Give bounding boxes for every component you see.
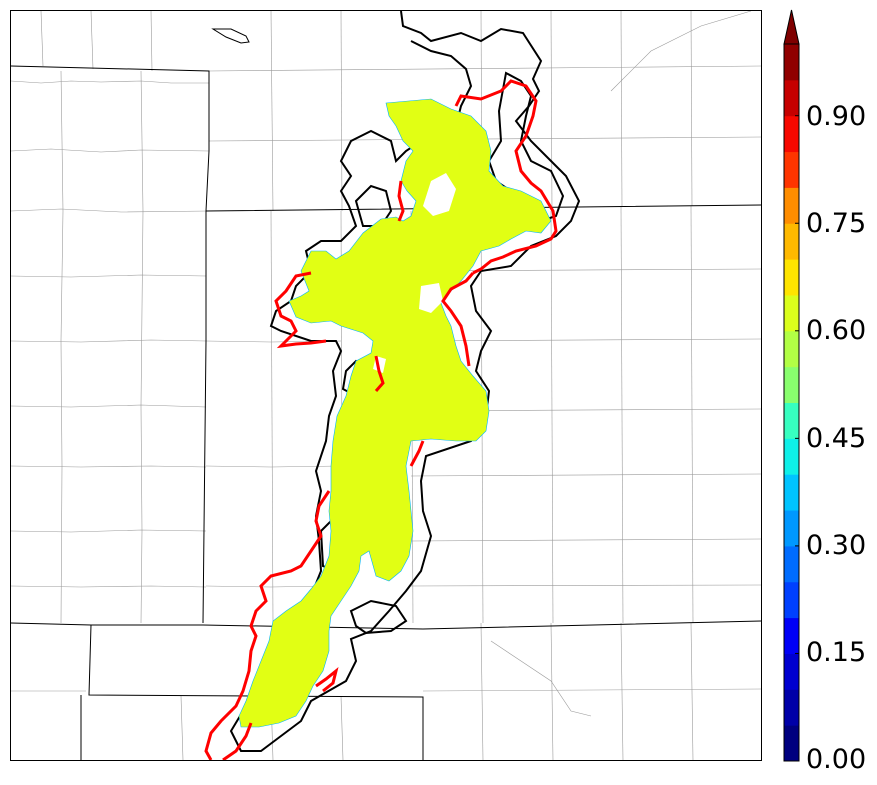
colorbar-segment [784,151,799,188]
colorbar-extend-arrow [783,9,800,45]
map-panel [10,10,762,761]
contour-red [204,79,558,760]
colorbar-outline [783,43,800,762]
colorbar-segment [784,438,799,475]
colorbar-segment [784,510,799,547]
colorbar-segment [784,581,799,619]
colorbar-tick-5: 0.75 [806,208,867,239]
colorbar-segment [784,474,799,511]
colorbar-segment [784,617,799,654]
colorbar-segment [784,223,799,260]
colorbar-segment [784,44,799,81]
colorbar-segment [784,402,799,439]
colorbar-segment [784,115,799,153]
colorbar-tick-6: 0.90 [806,101,867,132]
colorbar-tick-4: 0.60 [806,315,867,346]
colorbar-tick-3: 0.45 [806,423,867,454]
colorbar-segment [784,330,799,368]
county-boundaries [11,11,761,760]
colorbar-segment [784,653,799,690]
colorbar-segment [784,79,799,117]
colorbar-segment [784,689,799,726]
colorbar-segment [784,366,799,403]
colorbar-segment [784,259,799,296]
colorbar-tick-0: 0.00 [806,744,867,775]
colorbar-segment [784,187,799,224]
map-canvas [11,11,761,760]
colorbar-segment [784,294,799,332]
filled-probability-region [238,98,552,728]
colorbar-tick-1: 0.15 [806,637,867,668]
colorbar-tick-2: 0.30 [806,530,867,561]
colorbar-segment [784,725,799,762]
colorbar-segment [784,545,799,583]
